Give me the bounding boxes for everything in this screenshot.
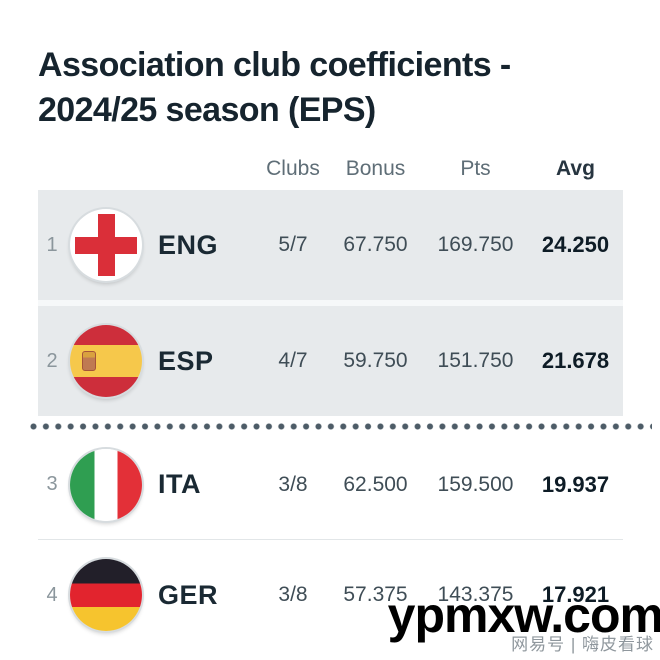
avg-value: 24.250 <box>541 232 610 257</box>
germany-flag-icon <box>70 559 142 631</box>
pts-value: 169.750 <box>437 233 514 256</box>
spain-flag-icon <box>70 325 142 397</box>
table-row-ger[interactable]: 4 GER 3/8 57.375 143.375 17.921 <box>38 540 623 650</box>
table-row-ita[interactable]: 3 ITA 3/8 62.500 159.500 19.937 <box>38 430 623 540</box>
column-header-clubs: Clubs <box>266 157 320 180</box>
pts-value: 151.750 <box>437 349 514 372</box>
page-title-line1: Association club coefficients - <box>38 45 511 84</box>
rank-label: 3 <box>46 473 58 495</box>
association-code: ITA <box>158 469 201 499</box>
site-watermark: ypmxw.com <box>387 587 660 643</box>
italy-flag-icon <box>70 448 142 521</box>
bonus-value: 59.750 <box>343 349 408 372</box>
column-header-pts: Pts <box>460 157 491 180</box>
clubs-value: 3/8 <box>278 583 308 606</box>
association-code: ENG <box>158 229 219 260</box>
pts-value: 143.375 <box>437 583 514 606</box>
clubs-value: 4/7 <box>278 349 308 372</box>
bonus-value: 62.500 <box>343 472 408 496</box>
table-header-row: Clubs Bonus Pts Avg <box>38 148 623 190</box>
association-code: GER <box>158 579 219 610</box>
avg-value: 19.937 <box>541 471 610 497</box>
rank-label: 4 <box>46 583 58 606</box>
page-title: Association club coefficients - 2024/25 … <box>38 43 638 133</box>
clubs-value: 3/8 <box>278 472 308 496</box>
avg-value: 17.921 <box>541 582 610 607</box>
rank-label: 1 <box>46 233 58 256</box>
avg-value: 21.678 <box>541 348 610 373</box>
page-title-line2: 2024/25 season (EPS) <box>38 90 376 129</box>
table-row-eng[interactable]: 1 ENG 5/7 67.750 169.750 24.250 <box>38 190 623 300</box>
rank-label: 2 <box>46 349 58 372</box>
england-flag-icon <box>70 209 142 281</box>
bonus-value: 67.750 <box>343 233 408 256</box>
coefficients-table: Clubs Bonus Pts Avg 1 ENG 5/7 67.750 169… <box>30 148 652 650</box>
row-divider <box>38 300 623 306</box>
association-code: ESP <box>158 345 214 376</box>
netease-channel-badge: 网易号 | 嗨皮看球 <box>511 635 654 654</box>
column-header-bonus: Bonus <box>345 157 406 180</box>
bonus-value: 57.375 <box>343 583 408 606</box>
qualification-cutoff-dotted-separator <box>30 423 652 430</box>
table-row-esp[interactable]: 2 ESP 4/7 59.750 151.750 21.678 <box>38 306 623 416</box>
pts-value: 159.500 <box>437 472 514 496</box>
clubs-value: 5/7 <box>278 233 308 256</box>
column-header-avg: Avg <box>556 157 595 180</box>
spain-coat-of-arms <box>82 351 96 371</box>
